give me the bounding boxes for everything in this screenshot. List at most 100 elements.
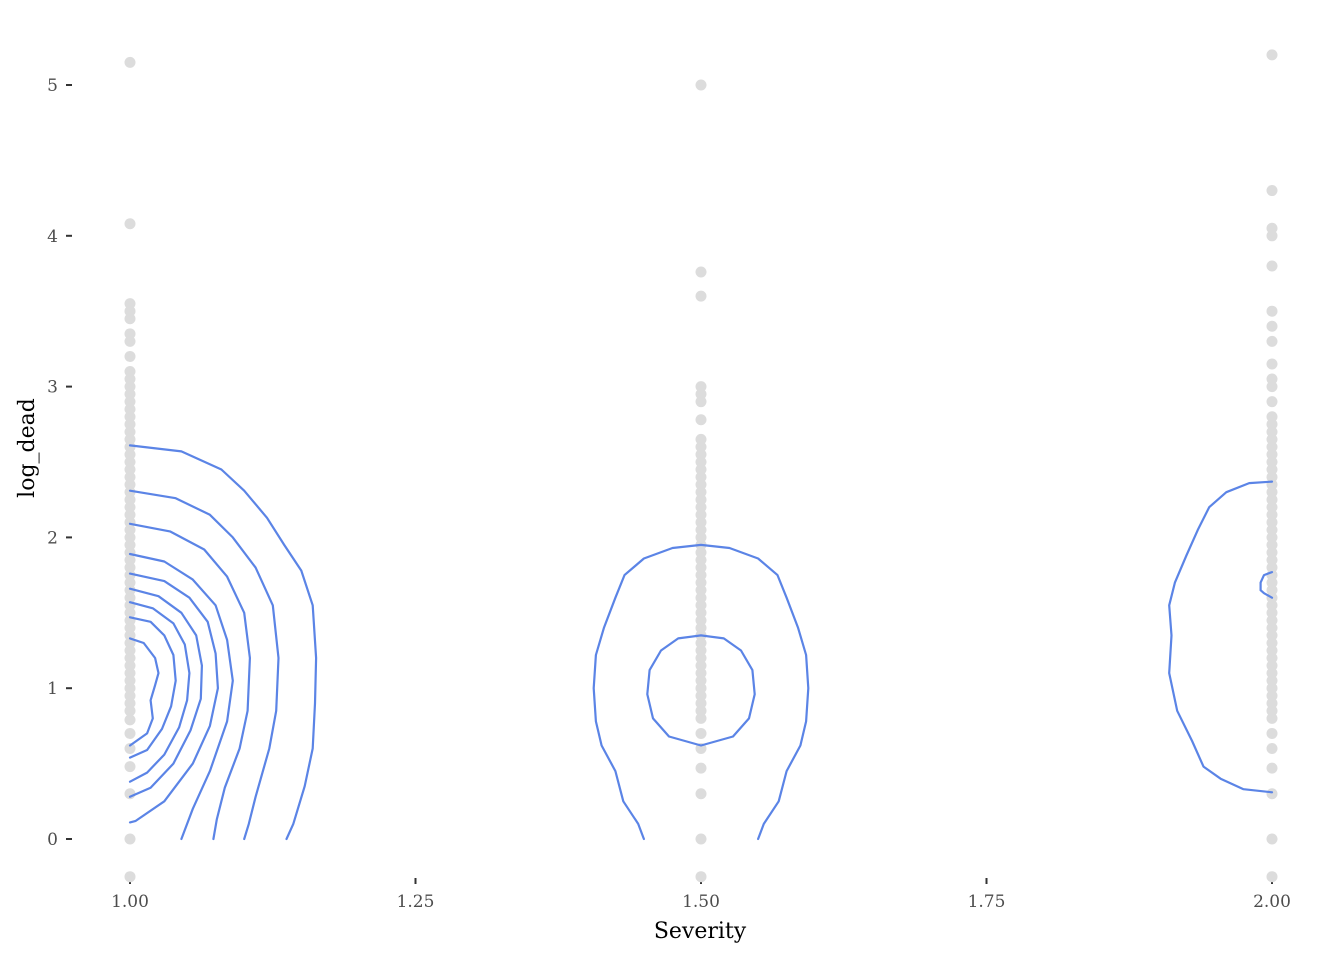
- data-point: [124, 705, 136, 717]
- data-point: [124, 403, 136, 415]
- data-point: [124, 411, 136, 423]
- data-point: [695, 762, 707, 774]
- data-point: [124, 592, 136, 604]
- data-point: [695, 381, 707, 393]
- data-point: [1266, 509, 1278, 521]
- density-contours: [128, 444, 1274, 841]
- data-point: [124, 426, 136, 438]
- data-point: [1266, 607, 1278, 619]
- data-point: [124, 509, 136, 521]
- data-point: [1266, 441, 1278, 453]
- data-point: [124, 531, 136, 543]
- x-tick-label: 1.00: [111, 892, 149, 912]
- data-point: [1266, 599, 1278, 611]
- contour-line: [128, 601, 191, 783]
- data-point: [695, 414, 707, 426]
- data-point: [695, 712, 707, 724]
- data-point: [1266, 743, 1278, 755]
- data-point: [695, 607, 707, 619]
- data-point: [695, 592, 707, 604]
- data-point: [124, 298, 136, 310]
- data-point: [1266, 320, 1278, 332]
- data-point: [695, 705, 707, 717]
- data-point: [695, 637, 707, 649]
- scatter-points: [124, 49, 1278, 883]
- data-point: [695, 388, 707, 400]
- data-point: [1266, 833, 1278, 845]
- data-point: [124, 569, 136, 581]
- data-point: [124, 554, 136, 566]
- data-point: [1266, 516, 1278, 528]
- data-point: [124, 418, 136, 430]
- data-point: [695, 266, 707, 278]
- data-point: [124, 448, 136, 460]
- x-axis-title: Severity: [654, 919, 747, 944]
- data-point: [695, 697, 707, 709]
- data-point: [1266, 230, 1278, 242]
- data-point: [124, 388, 136, 400]
- data-point: [124, 313, 136, 325]
- data-point: [124, 562, 136, 574]
- data-point: [1266, 501, 1278, 513]
- data-point: [695, 79, 707, 91]
- data-point: [1266, 727, 1278, 739]
- data-point: [1266, 426, 1278, 438]
- data-point: [1266, 652, 1278, 664]
- data-point: [695, 396, 707, 408]
- data-point: [1266, 260, 1278, 272]
- contour-line: [128, 552, 234, 841]
- data-point: [1266, 762, 1278, 774]
- contour-line: [128, 489, 280, 841]
- data-point: [695, 501, 707, 513]
- data-point: [124, 871, 136, 883]
- y-tick-label: 1: [47, 679, 58, 699]
- data-point: [1266, 697, 1278, 709]
- data-point: [124, 714, 136, 726]
- data-point: [1266, 629, 1278, 641]
- data-point: [124, 381, 136, 393]
- data-point: [1266, 645, 1278, 656]
- data-point: [1266, 185, 1278, 197]
- x-tick-label: 2.00: [1253, 892, 1291, 912]
- data-point: [1266, 49, 1278, 61]
- contour-line: [592, 543, 810, 841]
- data-point: [124, 441, 136, 453]
- data-point: [124, 697, 136, 709]
- y-axis: 0 1 2 3 4 5: [47, 76, 72, 850]
- data-point: [695, 494, 707, 506]
- y-tick-label: 0: [47, 830, 58, 850]
- data-point: [124, 494, 136, 506]
- data-point: [695, 652, 707, 664]
- data-point: [124, 577, 136, 589]
- contour-line: [128, 616, 177, 759]
- data-point: [124, 479, 136, 491]
- data-point: [1266, 524, 1278, 536]
- data-point: [1266, 562, 1278, 574]
- data-point: [124, 366, 136, 378]
- data-point: [124, 622, 136, 634]
- data-point: [1266, 358, 1278, 370]
- y-tick-label: 4: [47, 227, 58, 247]
- data-point: [1266, 705, 1278, 717]
- data-point: [1266, 871, 1278, 883]
- data-point: [1266, 554, 1278, 566]
- data-point: [124, 727, 136, 739]
- data-point: [695, 486, 707, 498]
- data-point: [1266, 335, 1278, 347]
- contour-line: [1259, 571, 1274, 599]
- data-point: [1266, 675, 1278, 687]
- data-point: [124, 524, 136, 536]
- data-point: [695, 599, 707, 611]
- data-point: [124, 761, 136, 773]
- contour-line: [128, 587, 203, 798]
- data-point: [1266, 448, 1278, 460]
- data-point: [124, 305, 136, 317]
- data-point: [695, 788, 707, 800]
- data-point: [124, 690, 136, 702]
- data-point: [695, 509, 707, 521]
- data-point: [695, 448, 707, 460]
- data-point: [124, 660, 136, 672]
- data-point: [695, 727, 707, 739]
- data-point: [1266, 456, 1278, 468]
- data-point: [695, 577, 707, 589]
